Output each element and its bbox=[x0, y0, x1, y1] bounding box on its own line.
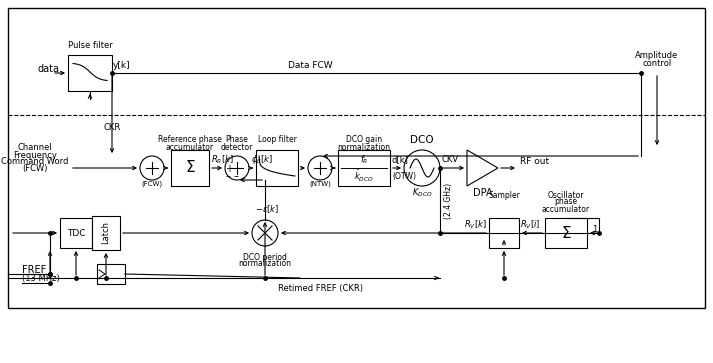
Text: Sampler: Sampler bbox=[488, 191, 520, 200]
Text: $R_V[k]$: $R_V[k]$ bbox=[464, 219, 487, 231]
Text: RF out: RF out bbox=[520, 156, 549, 166]
Text: Oscillator: Oscillator bbox=[548, 191, 584, 200]
Bar bbox=[545, 218, 587, 248]
Polygon shape bbox=[467, 150, 498, 186]
Text: FREF: FREF bbox=[22, 265, 46, 275]
Text: Σ: Σ bbox=[561, 225, 571, 241]
Text: Pulse filter: Pulse filter bbox=[68, 41, 113, 49]
Bar bbox=[489, 218, 519, 248]
Text: CKR: CKR bbox=[103, 122, 120, 131]
Text: –: – bbox=[225, 171, 230, 181]
Text: Σ: Σ bbox=[185, 160, 195, 175]
Text: (FCW): (FCW) bbox=[141, 181, 163, 187]
Text: (NTW): (NTW) bbox=[309, 181, 331, 187]
Text: normalization: normalization bbox=[337, 143, 391, 151]
Text: (2.4 GHz): (2.4 GHz) bbox=[443, 183, 453, 219]
Text: –: – bbox=[234, 171, 238, 181]
Text: Channel: Channel bbox=[18, 143, 52, 152]
Text: accumulator: accumulator bbox=[166, 143, 214, 151]
Text: CKV: CKV bbox=[442, 155, 459, 164]
Text: $K_{DCO}$: $K_{DCO}$ bbox=[411, 187, 432, 199]
Text: TDC: TDC bbox=[67, 228, 86, 237]
Bar bbox=[256, 150, 298, 186]
Text: d[k]: d[k] bbox=[392, 155, 409, 164]
Text: Phase: Phase bbox=[225, 135, 248, 144]
Bar bbox=[97, 264, 125, 284]
Text: Reference phase: Reference phase bbox=[158, 135, 222, 144]
Bar bbox=[338, 150, 390, 186]
Text: normalization: normalization bbox=[239, 260, 292, 269]
Text: $R_R[k]$: $R_R[k]$ bbox=[211, 154, 234, 166]
Text: $f_R$: $f_R$ bbox=[360, 154, 368, 166]
Text: +: + bbox=[225, 164, 233, 174]
Text: control: control bbox=[642, 58, 672, 68]
Text: phase: phase bbox=[555, 197, 578, 207]
Text: Amplitude: Amplitude bbox=[635, 50, 679, 60]
Text: 1: 1 bbox=[592, 224, 597, 233]
Text: $\phi_E[k]$: $\phi_E[k]$ bbox=[251, 154, 273, 167]
Text: DCO gain: DCO gain bbox=[346, 135, 382, 144]
Text: DCO period: DCO period bbox=[243, 253, 287, 261]
Text: Latch: Latch bbox=[101, 221, 111, 245]
Text: detector: detector bbox=[221, 143, 253, 151]
Text: DPA: DPA bbox=[473, 188, 492, 198]
Text: accumulator: accumulator bbox=[542, 204, 590, 213]
Bar bbox=[68, 55, 112, 91]
Text: y[k]: y[k] bbox=[113, 61, 130, 70]
Text: data: data bbox=[38, 64, 60, 74]
Text: $-\epsilon[k]$: $-\epsilon[k]$ bbox=[255, 203, 279, 215]
Text: $\hat{k}_{DCO}$: $\hat{k}_{DCO}$ bbox=[354, 168, 374, 184]
Text: Loop filter: Loop filter bbox=[257, 135, 297, 144]
Bar bbox=[8, 8, 705, 308]
Text: DCO: DCO bbox=[410, 135, 434, 145]
Text: $R_V[i]$: $R_V[i]$ bbox=[520, 219, 540, 231]
Text: Frequency: Frequency bbox=[13, 151, 57, 159]
Text: Retimed FREF (CKR): Retimed FREF (CKR) bbox=[277, 284, 362, 293]
Bar bbox=[60, 218, 92, 248]
Bar bbox=[92, 216, 120, 250]
Text: (FCW): (FCW) bbox=[22, 164, 48, 174]
Bar bbox=[171, 150, 209, 186]
Text: Command Word: Command Word bbox=[1, 158, 68, 167]
Text: (13 MHz): (13 MHz) bbox=[22, 273, 60, 282]
Text: Data FCW: Data FCW bbox=[287, 61, 332, 69]
Text: (OTW): (OTW) bbox=[392, 171, 416, 180]
